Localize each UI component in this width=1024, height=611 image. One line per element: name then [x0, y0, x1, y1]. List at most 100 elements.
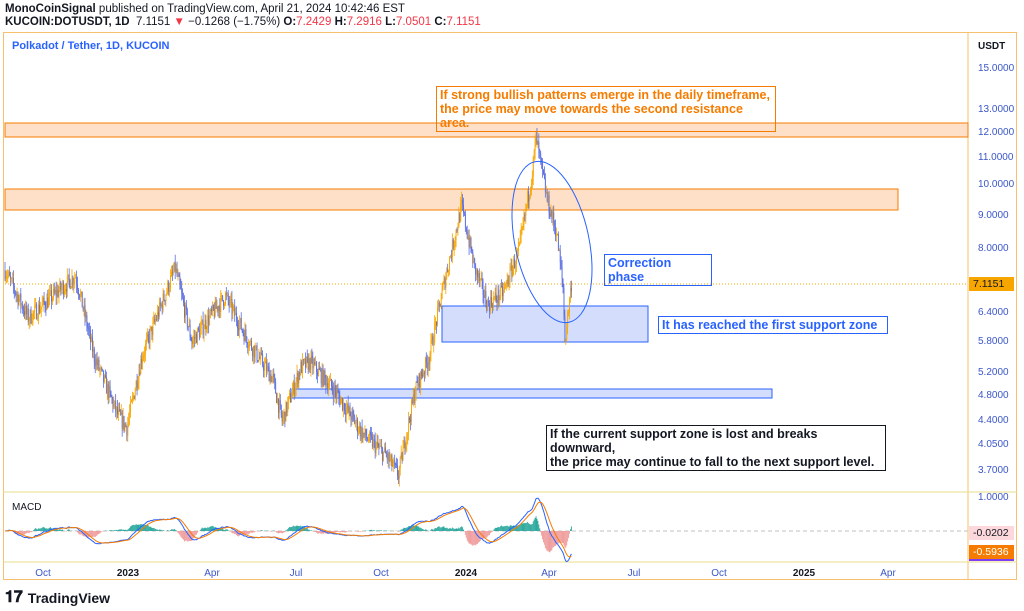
candle-body [154, 318, 156, 322]
candle-body [39, 304, 40, 313]
candle-body [85, 315, 87, 318]
candle-body [296, 372, 298, 381]
candle-body [344, 410, 346, 415]
candle-body [356, 419, 358, 424]
candle-body [57, 289, 59, 297]
candle-body [61, 287, 63, 290]
candle-body [546, 192, 548, 202]
candle-body [284, 411, 286, 422]
candle-body [461, 199, 463, 204]
open: 7.2429 [296, 16, 332, 28]
candle-body [223, 300, 225, 306]
x-tick: Oct [711, 568, 727, 579]
y-tick: 5.8000 [978, 335, 1009, 347]
candle-body [442, 282, 444, 289]
candle-body [244, 329, 246, 342]
triangle-down-icon: ▼ [173, 16, 185, 28]
candle-body [388, 453, 390, 461]
candle-body [304, 359, 306, 368]
candle-body [351, 411, 353, 421]
candle-body [179, 276, 181, 285]
candle-body [27, 308, 29, 323]
candle-body [258, 357, 260, 362]
candle-body [89, 329, 91, 331]
candle-body [202, 319, 204, 335]
candle-body [516, 251, 517, 265]
tv-logo-icon: 𝟏𝟕 [5, 589, 23, 606]
candle-body [224, 303, 225, 306]
candle-body [25, 306, 26, 315]
candle-body [404, 440, 406, 450]
candle-body [86, 315, 88, 328]
candle-body [120, 412, 122, 415]
candle-body [197, 328, 199, 344]
candle-body [373, 439, 375, 441]
candle-body [376, 441, 378, 445]
candle-body [178, 274, 180, 277]
candle-body [238, 322, 240, 331]
candle-body [519, 235, 521, 243]
candle-body [378, 446, 380, 448]
candle-body [470, 237, 472, 251]
candle-body [318, 368, 319, 376]
x-tick: 2023 [116, 568, 140, 579]
candle-body [198, 329, 200, 338]
candle-body [321, 367, 323, 384]
candle-body [564, 316, 566, 343]
candle-body [498, 289, 500, 301]
candle-body [368, 440, 370, 442]
candle-body [24, 311, 26, 315]
candle-body [409, 417, 411, 421]
candle-body [460, 203, 462, 222]
macd-tick: 1.0000 [978, 492, 1009, 503]
y-tick: 3.7000 [978, 464, 1009, 476]
candle-body [54, 290, 56, 293]
candle-body [289, 393, 291, 397]
candle-body [117, 407, 119, 415]
candle-body [55, 290, 57, 297]
candle-body [399, 457, 401, 469]
candle-body [371, 436, 373, 448]
candle-body [130, 402, 132, 413]
author[interactable]: MonoCoinSignal [5, 3, 96, 15]
candle-body [132, 397, 133, 401]
candle-body [65, 289, 67, 292]
candle-body [345, 407, 347, 415]
candle-body [239, 318, 241, 323]
candle-body [432, 336, 434, 346]
candle-body [536, 131, 538, 145]
currency-label: USDT [978, 41, 1006, 52]
candle-body [70, 286, 72, 289]
candle-body [80, 291, 82, 294]
candle-body [91, 336, 92, 342]
candle-body [514, 258, 516, 269]
candle-body [318, 368, 320, 371]
candle-body [185, 304, 187, 310]
candle-body [304, 359, 305, 361]
candle-body [429, 353, 431, 364]
candle-body [48, 296, 50, 308]
candle-body [72, 277, 74, 285]
candle-body [7, 274, 9, 277]
candle-body [384, 447, 385, 452]
candle-body [294, 387, 296, 395]
candle-body [135, 381, 137, 391]
candle-body [374, 439, 376, 453]
candle-body [211, 305, 213, 312]
candle-body [473, 258, 475, 264]
candle-body [175, 268, 177, 272]
candle-body [323, 370, 325, 386]
tradingview-logo[interactable]: 𝟏𝟕 TradingView [5, 589, 111, 606]
candle-body [250, 341, 252, 343]
candle-body [327, 383, 329, 391]
candle-body [415, 381, 417, 395]
candle-body [459, 213, 461, 222]
candle-body [383, 451, 385, 461]
candle-body [423, 372, 424, 376]
candle-body [227, 293, 229, 301]
x-tick: Apr [541, 568, 557, 579]
candle-body [451, 256, 452, 258]
candle-body [508, 282, 510, 285]
candle-body [520, 230, 522, 236]
